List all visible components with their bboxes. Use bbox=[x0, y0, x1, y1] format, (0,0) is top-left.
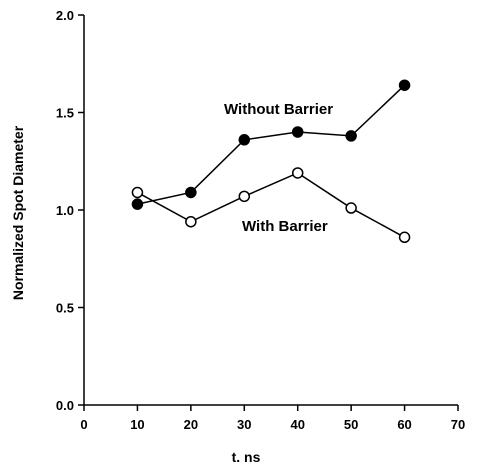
axes bbox=[83, 15, 458, 406]
x-tick-label: 70 bbox=[451, 417, 465, 432]
x-tick-label: 50 bbox=[344, 417, 358, 432]
y-tick-label: 0.5 bbox=[56, 301, 74, 316]
y-tick-label: 1.5 bbox=[56, 106, 74, 121]
y-tick-label: 0.0 bbox=[56, 398, 74, 413]
series-label-without-barrier: Without Barrier bbox=[224, 101, 333, 118]
series-line-without-barrier bbox=[137, 84, 406, 205]
series-line-with-barrier bbox=[137, 172, 405, 238]
x-tick-label: 30 bbox=[237, 417, 251, 432]
data-point-with-barrier bbox=[185, 215, 197, 228]
series-label-with-barrier: With Barrier bbox=[242, 218, 328, 235]
data-point-without-barrier bbox=[238, 134, 251, 146]
data-point-with-barrier bbox=[291, 167, 304, 179]
data-point-with-barrier bbox=[238, 190, 251, 203]
x-tick-label: 60 bbox=[397, 417, 411, 432]
x-tick-label: 20 bbox=[184, 417, 198, 432]
series-lines bbox=[137, 84, 406, 238]
y-axis-title: Normalized Spot Diameter bbox=[10, 125, 26, 300]
x-tick-label: 40 bbox=[290, 417, 304, 432]
y-tick-label: 1.0 bbox=[56, 203, 74, 218]
data-point-with-barrier bbox=[131, 186, 144, 199]
tick-marks bbox=[78, 14, 459, 411]
y-tick-label: 2.0 bbox=[56, 8, 74, 23]
data-point-without-barrier bbox=[291, 126, 304, 138]
data-point-without-barrier bbox=[131, 198, 144, 210]
data-point-with-barrier bbox=[398, 231, 411, 244]
data-point-without-barrier bbox=[398, 79, 411, 91]
data-point-without-barrier bbox=[185, 186, 197, 199]
data-point-with-barrier bbox=[345, 202, 357, 214]
x-tick-label: 0 bbox=[80, 417, 87, 432]
x-tick-label: 10 bbox=[130, 417, 144, 432]
series-points bbox=[131, 79, 411, 244]
data-point-without-barrier bbox=[345, 130, 357, 142]
x-axis-title: t. ns bbox=[232, 449, 261, 465]
tick-labels: 0 10 20 30 40 50 60 70 0.0 0.5 1.0 1.5 2.0 bbox=[56, 8, 465, 432]
